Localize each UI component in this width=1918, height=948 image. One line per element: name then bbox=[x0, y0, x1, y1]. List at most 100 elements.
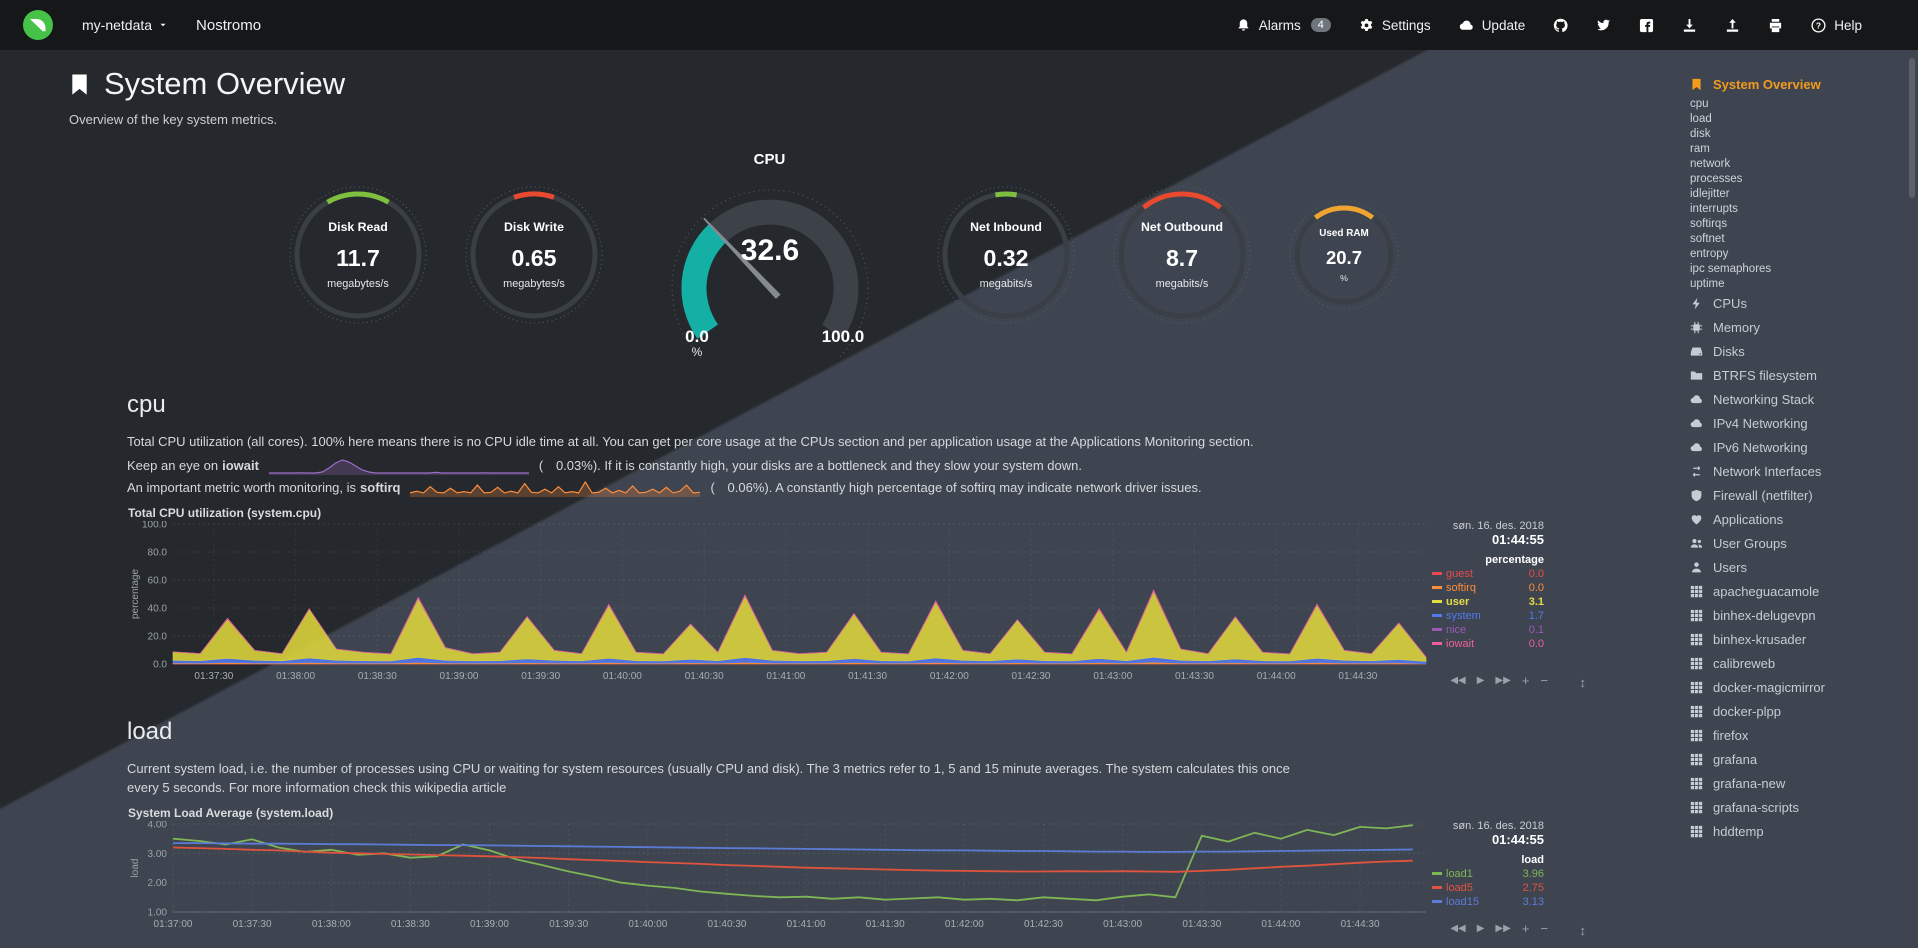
sidebar-item-cpus[interactable]: CPUs bbox=[1688, 291, 1918, 315]
sidebar-scrollbar-thumb[interactable] bbox=[1909, 58, 1915, 198]
legend-entry-load15[interactable]: load15 3.13 bbox=[1432, 896, 1544, 908]
toolbox-zoom-out-button[interactable]: − bbox=[1540, 672, 1548, 688]
gauge-value: 20.7 bbox=[1325, 247, 1361, 268]
sidebar-item-ram[interactable]: ram bbox=[1688, 141, 1918, 156]
sidebar-item-disk[interactable]: disk bbox=[1688, 126, 1918, 141]
sidebar-item-grafana[interactable]: grafana bbox=[1688, 747, 1918, 771]
github-button[interactable] bbox=[1553, 18, 1568, 33]
toolbox-pan-backward-button[interactable]: ◀◀ bbox=[1450, 922, 1466, 934]
sidebar-item-btrfs-filesystem[interactable]: BTRFS filesystem bbox=[1688, 363, 1918, 387]
alarms-button[interactable]: Alarms 4 bbox=[1236, 18, 1331, 33]
sidebar-item-docker-plpp[interactable]: docker-plpp bbox=[1688, 699, 1918, 723]
grid-icon bbox=[1688, 777, 1704, 790]
download-button[interactable] bbox=[1682, 18, 1697, 33]
settings-button[interactable]: Settings bbox=[1359, 18, 1431, 33]
hostname-link[interactable]: Nostromo bbox=[196, 16, 262, 34]
sidebar-item-firefox[interactable]: firefox bbox=[1688, 723, 1918, 747]
print-button[interactable] bbox=[1768, 18, 1783, 33]
upload-button[interactable] bbox=[1725, 18, 1740, 33]
paren-open: ( bbox=[538, 458, 544, 474]
sidebar-item-network[interactable]: network bbox=[1688, 156, 1918, 171]
sidebar-item-system-overview[interactable]: System Overview bbox=[1688, 72, 1918, 96]
toolbox-play-button[interactable]: ▶ bbox=[1476, 674, 1485, 686]
update-button[interactable]: Update bbox=[1459, 18, 1525, 33]
disk-read-chart[interactable]: Disk Read 11.7 megabytes/s bbox=[288, 185, 428, 330]
sidebar-item-memory[interactable]: Memory bbox=[1688, 315, 1918, 339]
sidebar-item-grafana-new[interactable]: grafana-new bbox=[1688, 771, 1918, 795]
sidebar-item-entropy[interactable]: entropy bbox=[1688, 246, 1918, 261]
legend-entry-softirq[interactable]: softirq 0.0 bbox=[1432, 582, 1544, 594]
twitter-icon bbox=[1596, 18, 1611, 33]
sidebar-item-users[interactable]: Users bbox=[1688, 555, 1918, 579]
softirq-sparkline[interactable] bbox=[410, 478, 701, 498]
legend-units-label: load bbox=[1521, 853, 1544, 866]
sidebar-item-hddtemp[interactable]: hddtemp bbox=[1688, 819, 1918, 843]
sidebar-item-docker-magicmirror[interactable]: docker-magicmirror bbox=[1688, 675, 1918, 699]
legend-entry-user[interactable]: user 3.1 bbox=[1432, 596, 1544, 608]
x-tick-label: 01:43:30 bbox=[1175, 671, 1214, 682]
legend-entry-load5[interactable]: load5 2.75 bbox=[1432, 882, 1544, 894]
system-cpu-canvas[interactable]: 100.0 80.0 60.0 40.0 20.0 0.0 01:37:30 01:38:00… bbox=[127, 519, 1590, 690]
x-tick-label: 01:37:30 bbox=[233, 919, 272, 930]
system-load-canvas[interactable]: 4.00 3.00 2.00 1.00 01:37:00 01:37:30 01:38:00… bbox=[127, 819, 1590, 938]
sidebar-item-softnet[interactable]: softnet bbox=[1688, 231, 1918, 246]
system-cpu-chart[interactable]: Total CPU utilization (system.cpu) 100.0 8… bbox=[127, 506, 1590, 690]
toolbox-zoom-out-button[interactable]: − bbox=[1540, 920, 1548, 936]
chart-resize-handle[interactable]: ↕ bbox=[1579, 922, 1587, 938]
y-tick-label: 40.0 bbox=[148, 603, 168, 614]
facebook-button[interactable] bbox=[1639, 18, 1654, 33]
sidebar-item-binhex-delugevpn[interactable]: binhex-delugevpn bbox=[1688, 603, 1918, 627]
sidebar-item-binhex-krusader[interactable]: binhex-krusader bbox=[1688, 627, 1918, 651]
chart-resize-handle[interactable]: ↕ bbox=[1579, 674, 1587, 690]
sidebar-item-network-interfaces[interactable]: Network Interfaces bbox=[1688, 459, 1918, 483]
legend-entry-system[interactable]: system 1.7 bbox=[1432, 610, 1544, 622]
toolbox-pan-forward-button[interactable]: ▶▶ bbox=[1495, 922, 1511, 934]
help-button[interactable]: ? Help bbox=[1811, 18, 1862, 33]
used-ram-chart[interactable]: Used RAM 20.7% bbox=[1288, 199, 1400, 316]
toolbox-zoom-in-button[interactable]: + bbox=[1521, 920, 1530, 936]
net-outbound-chart[interactable]: Net Outbound 8.7 megabits/s bbox=[1112, 185, 1252, 330]
sidebar-item-processes[interactable]: processes bbox=[1688, 171, 1918, 186]
sidebar-item-softirqs[interactable]: softirqs bbox=[1688, 216, 1918, 231]
sidebar-item-calibreweb[interactable]: calibreweb bbox=[1688, 651, 1918, 675]
legend-entry-load1[interactable]: load1 3.96 bbox=[1432, 868, 1544, 880]
toolbox-play-button[interactable]: ▶ bbox=[1476, 922, 1485, 934]
facebook-icon bbox=[1639, 18, 1654, 33]
disk-write-chart[interactable]: Disk Write 0.65 megabytes/s bbox=[464, 185, 604, 330]
sidebar-item-grafana-scripts[interactable]: grafana-scripts bbox=[1688, 795, 1918, 819]
x-tick-label: 01:37:00 bbox=[154, 919, 193, 930]
sidebar-item-apacheguacamole[interactable]: apacheguacamole bbox=[1688, 579, 1918, 603]
sidebar-item-firewall-netfilter[interactable]: Firewall (netfilter) bbox=[1688, 483, 1918, 507]
netdata-logo-icon[interactable] bbox=[22, 9, 54, 41]
sidebar-item-ipv6-networking[interactable]: IPv6 Networking bbox=[1688, 435, 1918, 459]
sidebar-item-load[interactable]: load bbox=[1688, 111, 1918, 126]
sidebar-item-applications[interactable]: Applications bbox=[1688, 507, 1918, 531]
sidebar-item-idlejitter[interactable]: idlejitter bbox=[1688, 186, 1918, 201]
legend-entry-nice[interactable]: nice 0.1 bbox=[1432, 624, 1544, 636]
sidebar-item-disks[interactable]: Disks bbox=[1688, 339, 1918, 363]
wikipedia-link[interactable]: this wikipedia article bbox=[390, 779, 507, 795]
sidebar-item-user-groups[interactable]: User Groups bbox=[1688, 531, 1918, 555]
sidebar-item-interrupts[interactable]: interrupts bbox=[1688, 201, 1918, 216]
toolbox-pan-backward-button[interactable]: ◀◀ bbox=[1450, 674, 1466, 686]
sidebar-item-networking-stack[interactable]: Networking Stack bbox=[1688, 387, 1918, 411]
sidebar-item-label: apacheguacamole bbox=[1713, 583, 1820, 599]
twitter-button[interactable] bbox=[1596, 18, 1611, 33]
grid-icon bbox=[1688, 609, 1704, 622]
toolbox-zoom-in-button[interactable]: + bbox=[1521, 672, 1530, 688]
sidebar-item-ipc-semaphores[interactable]: ipc semaphores bbox=[1688, 261, 1918, 276]
net-inbound-chart[interactable]: Net Inbound 0.32 megabits/s bbox=[936, 185, 1076, 330]
legend-entry-iowait[interactable]: iowait 0.0 bbox=[1432, 638, 1544, 650]
iowait-sparkline[interactable] bbox=[268, 456, 529, 476]
sidebar-item-label: ipc semaphores bbox=[1690, 262, 1772, 275]
legend-entry-guest[interactable]: guest 0.0 bbox=[1432, 568, 1544, 580]
cpu-gauge-max: 100.0 bbox=[821, 327, 864, 346]
iowait-note-tail: %). If it is constantly high, your disks… bbox=[581, 458, 1082, 474]
my-netdata-menu[interactable]: my-netdata bbox=[82, 17, 168, 33]
sidebar-item-cpu[interactable]: cpu bbox=[1688, 96, 1918, 111]
sidebar-item-ipv4-networking[interactable]: IPv4 Networking bbox=[1688, 411, 1918, 435]
toolbox-pan-forward-button[interactable]: ▶▶ bbox=[1495, 674, 1511, 686]
sidebar-item-uptime[interactable]: uptime bbox=[1688, 276, 1918, 291]
cpu-gauge-chart[interactable]: CPU 32.6 0.0 100.0% bbox=[640, 151, 900, 387]
system-load-chart[interactable]: System Load Average (system.load) 4.00 3.0… bbox=[127, 806, 1590, 938]
